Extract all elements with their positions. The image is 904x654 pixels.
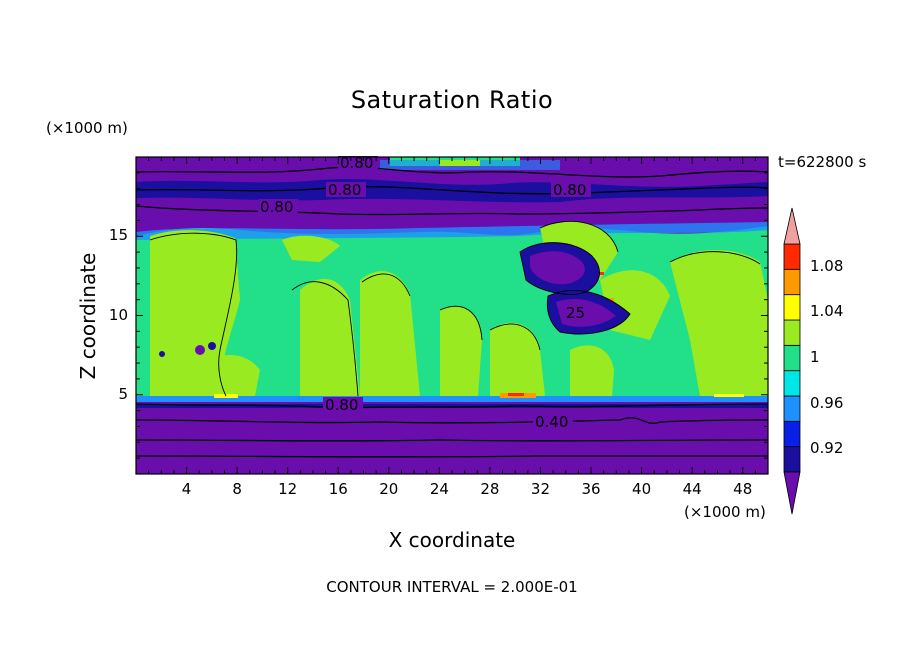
contour-label: 0.80 xyxy=(325,396,358,414)
time-label: t=622800 s xyxy=(778,153,867,171)
colorbar-segment xyxy=(783,344,801,372)
contour-label: 0.80 xyxy=(553,181,586,199)
x-tick-label: 48 xyxy=(733,480,753,498)
colorbar-segment xyxy=(783,370,801,397)
x-tick-label: 16 xyxy=(328,480,348,498)
y-tick-label: 15 xyxy=(108,226,128,245)
contour-label-group: 0.80 0.80 0.80 0.80 0.80 0.40 25 xyxy=(258,154,591,431)
contour-label: 25 xyxy=(566,304,585,322)
colorbar-top-arrow xyxy=(783,207,801,245)
contour-lines-moist xyxy=(149,221,761,397)
x-tick-label: 44 xyxy=(682,480,702,498)
x-axis-label: X coordinate xyxy=(388,528,516,552)
x-axis-unit: (×1000 m) xyxy=(684,503,766,521)
colorbar-label: 0.92 xyxy=(810,439,844,458)
y-tick-label: 5 xyxy=(118,384,128,403)
x-tick-label: 28 xyxy=(480,480,500,498)
contour-interval-note: CONTOUR INTERVAL = 2.000E-01 xyxy=(326,578,578,596)
contour-label: 0.80 xyxy=(340,154,373,172)
y-axis-unit: (×1000 m) xyxy=(46,119,128,137)
colorbar xyxy=(783,207,801,515)
x-tick-label: 8 xyxy=(232,480,242,498)
colorbar-label: 1 xyxy=(810,348,820,366)
colorbar-segment xyxy=(783,395,801,422)
colorbar-label: 1.08 xyxy=(810,256,844,275)
x-tick-label: 4 xyxy=(181,480,192,498)
colorbar-segment xyxy=(783,319,801,346)
contour-label: 0.40 xyxy=(535,413,568,431)
x-tick-label: 40 xyxy=(632,480,652,498)
chart-title: Saturation Ratio xyxy=(350,86,554,114)
colorbar-segment xyxy=(783,294,801,321)
x-tick-label: 24 xyxy=(429,480,449,498)
x-tick-label: 12 xyxy=(278,480,298,498)
colorbar-bottom-arrow xyxy=(783,471,801,515)
colorbar-segment xyxy=(783,268,801,296)
x-tick-label: 36 xyxy=(581,480,601,498)
x-tick-label: 20 xyxy=(379,480,399,498)
contour-label: 0.80 xyxy=(260,198,293,216)
colorbar-segment xyxy=(783,243,801,270)
colorbar-segment xyxy=(783,420,801,448)
colorbar-label: 0.96 xyxy=(810,393,844,412)
axis-ticks xyxy=(136,157,768,474)
colorbar-segment xyxy=(783,446,801,473)
colorbar-label: 1.04 xyxy=(810,302,844,321)
y-tick-label: 10 xyxy=(108,305,128,324)
saturation-field xyxy=(136,157,768,474)
x-tick-label: 32 xyxy=(530,480,551,498)
contour-label: 0.80 xyxy=(328,181,361,199)
